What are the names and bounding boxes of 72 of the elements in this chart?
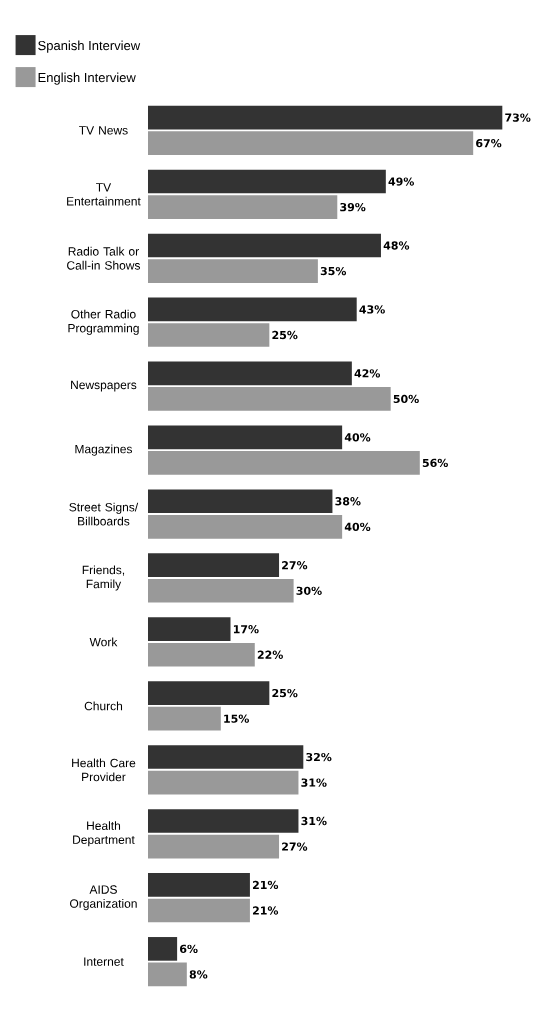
bar — [148, 809, 299, 833]
data-label: 21% — [252, 906, 279, 915]
bar — [148, 578, 294, 603]
data-label: 30% — [296, 586, 322, 595]
data-label: 56% — [422, 458, 448, 468]
y-tick-label: Newspapers — [71, 380, 137, 392]
data-label: 27% — [282, 561, 308, 570]
data-label: 40% — [344, 433, 371, 442]
y-tick-label: Radio Talk or Call-in Shows — [67, 246, 141, 270]
bar — [148, 617, 231, 641]
y-tick-label: Health Department — [73, 821, 135, 847]
bar — [148, 489, 333, 514]
data-label: 25% — [272, 688, 298, 698]
bar — [148, 962, 187, 987]
data-label: 15% — [224, 714, 249, 723]
bar — [148, 873, 250, 897]
y-tick-label: Other Radio Programming — [68, 309, 139, 335]
bar — [148, 515, 343, 539]
y-tick-label: Friends, Family — [82, 565, 125, 591]
data-label: 39% — [340, 202, 366, 212]
data-label: 32% — [306, 752, 332, 762]
bar — [148, 553, 280, 578]
bar — [148, 131, 474, 155]
data-label: 31% — [301, 778, 327, 787]
y-tick-label: Church — [84, 701, 123, 711]
y-tick-label: Health Care Provider — [72, 758, 136, 782]
bar — [148, 834, 280, 859]
data-label: 35% — [320, 266, 347, 276]
bar — [148, 745, 304, 769]
y-tick-label: Street Signs/ Billboards — [69, 502, 139, 526]
data-label: 27% — [282, 842, 308, 851]
bar — [148, 770, 299, 795]
data-label: 42% — [354, 369, 381, 378]
bar — [148, 259, 318, 283]
data-label: 6% — [179, 944, 198, 954]
bar — [148, 169, 386, 194]
data-label: 8% — [189, 970, 208, 979]
y-tick-label: TV Entertainment — [67, 183, 141, 206]
legend-label: Spanish Interview — [38, 40, 141, 53]
y-tick-label: Internet — [84, 957, 124, 966]
bar — [148, 937, 178, 961]
data-label: 31% — [301, 816, 327, 826]
bar — [148, 898, 250, 923]
bar — [148, 233, 381, 258]
bar — [148, 297, 357, 322]
data-label: 21% — [252, 880, 279, 890]
data-label: 43% — [359, 305, 385, 314]
data-label: 38% — [335, 497, 361, 506]
legend-label: English Interview — [38, 72, 136, 85]
y-tick-label: TV News — [79, 126, 128, 135]
data-label: 67% — [476, 139, 502, 148]
data-label: 73% — [505, 113, 531, 122]
data-label: 40% — [344, 522, 371, 531]
bar — [148, 323, 270, 347]
bar — [148, 105, 503, 130]
bar — [148, 425, 343, 450]
y-tick-label: AIDS Organization — [70, 885, 137, 911]
bar — [148, 195, 338, 219]
data-label: 48% — [383, 241, 410, 250]
y-tick-label: Work — [89, 637, 118, 647]
data-label: 17% — [233, 624, 259, 634]
bar — [148, 642, 255, 667]
data-label: 25% — [272, 330, 298, 340]
bar — [148, 706, 221, 731]
bar — [148, 681, 270, 705]
bar — [148, 361, 352, 386]
data-label: 50% — [393, 394, 419, 404]
data-label: 49% — [388, 177, 414, 186]
bar — [148, 387, 391, 411]
data-label: 22% — [257, 650, 283, 659]
y-tick-label: Magazines — [75, 444, 133, 456]
bar — [148, 451, 420, 475]
